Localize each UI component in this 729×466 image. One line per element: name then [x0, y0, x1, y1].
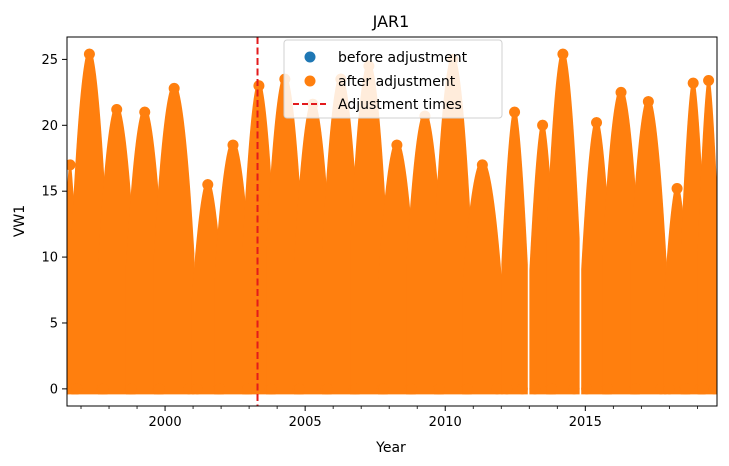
scatter-season-16: [501, 106, 528, 395]
scatter-peak-point-15: [476, 159, 488, 171]
y-tick-label-5: 5: [50, 316, 58, 331]
scatter-point-start-2: [97, 383, 109, 395]
scatter-point-start-1: [71, 383, 83, 395]
scatter-point-start-18: [546, 383, 558, 395]
scatter-peak-point-18: [557, 48, 569, 60]
scatter-peak-point-17: [537, 119, 549, 131]
x-tick-label-2005: 2005: [289, 415, 322, 430]
scatter-peak-point-23: [687, 77, 699, 89]
scatter-point-start-23: [680, 383, 692, 395]
scatter-point-start-14: [434, 383, 446, 395]
y-tick-label-0: 0: [50, 382, 58, 397]
scatter-point-start-19: [581, 383, 593, 395]
y-tick-label-20: 20: [41, 119, 58, 134]
legend-box: [283, 39, 503, 119]
scatter-peak-point-22: [671, 183, 683, 195]
scatter-point-start-4: [153, 383, 165, 395]
scatter-point-start-24: [697, 383, 709, 395]
scatter-season-24: [697, 74, 717, 395]
axes-frame: [66, 36, 718, 407]
scatter-point-end-4: [183, 383, 195, 395]
scatter-point-end-15: [491, 383, 503, 395]
scatter-point-start-7: [242, 383, 254, 395]
scatter-point-end-24: [708, 383, 717, 395]
legend-label-adjustment: Adjustment times: [338, 97, 462, 113]
scatter-peak-point-7: [253, 80, 265, 92]
scatter-point-start-8: [266, 383, 278, 395]
scatter-season-4: [153, 82, 195, 395]
x-tick-label-2010: 2010: [429, 415, 462, 430]
scatter-point-start-17: [529, 383, 541, 395]
legend: before adjustment after adjustment Adjus…: [283, 39, 503, 119]
scatter-point-start-15: [462, 383, 474, 395]
legend-marker-after: [304, 75, 316, 87]
chart-title: JAR1: [372, 12, 410, 31]
legend-label-before: before adjustment: [338, 50, 468, 66]
scatter-point-end-18: [568, 383, 580, 395]
y-tick-label-10: 10: [41, 251, 58, 266]
x-tick-label-2015: 2015: [569, 415, 602, 430]
scatter-peak-point-12: [391, 139, 403, 151]
scatter-season-18: [546, 48, 580, 395]
scatter-point-end-21: [655, 383, 667, 395]
scatter-point-start-22: [663, 383, 675, 395]
x-axis-title: Year: [375, 440, 406, 456]
scatter-peak-point-16: [509, 106, 521, 118]
scatter-peak-point-0: [67, 159, 76, 171]
scatter-season-15: [462, 159, 503, 395]
scatter-peak-point-24: [703, 74, 715, 86]
scatter-point-start-9: [294, 383, 306, 395]
scatter-point-start-6: [214, 383, 226, 395]
scatter-peak-point-1: [83, 48, 95, 60]
legend-marker-before: [304, 51, 316, 63]
scatter-point-start-20: [602, 383, 614, 395]
scatter-point-start-13: [406, 383, 418, 395]
scatter-peak-point-2: [111, 103, 123, 115]
scatter-point-start-11: [350, 383, 362, 395]
scatter-point-start-5: [191, 383, 203, 395]
scatter-point-start-12: [378, 383, 390, 395]
scatter-peak-point-4: [168, 82, 180, 94]
scatter-season-21: [630, 96, 667, 395]
scatter-peak-point-20: [615, 86, 627, 98]
scatter-point-start-3: [125, 383, 137, 395]
plot-area: 0 5 10 15 20 25 2000 2005 2010 2015: [41, 36, 718, 430]
scatter-peak-point-21: [642, 96, 654, 108]
legend-label-after: after adjustment: [338, 74, 456, 90]
scatter-peak-point-5: [202, 179, 214, 191]
y-tick-label-15: 15: [41, 185, 58, 200]
x-tick-label-2000: 2000: [149, 415, 182, 430]
scatter-point-start-16: [501, 383, 513, 395]
data-layer: [67, 48, 717, 395]
y-tick-label-25: 25: [41, 53, 58, 68]
scatter-peak-point-19: [591, 117, 603, 129]
scatter-point-start-21: [630, 383, 642, 395]
scatter-point-end-16: [516, 383, 528, 395]
y-axis-title: VW1: [12, 205, 28, 237]
scatter-peak-point-6: [227, 139, 239, 151]
scatter-point-start-10: [322, 383, 334, 395]
scatter-peak-point-3: [139, 106, 151, 118]
